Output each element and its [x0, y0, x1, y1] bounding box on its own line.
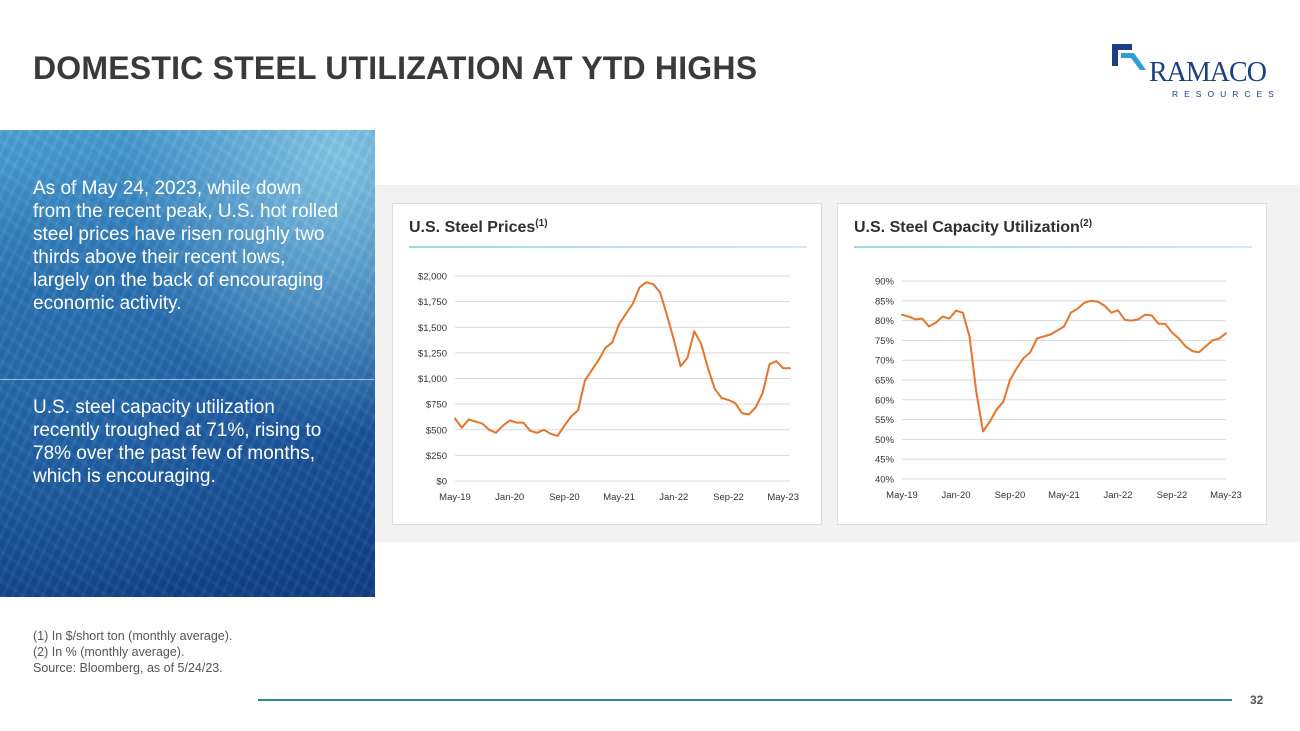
capacity-utilization-x-tick-label: May-23	[1210, 490, 1242, 501]
capacity-utilization-x-tick-label: Jan-20	[941, 490, 970, 501]
steel-prices-chart-title: U.S. Steel Prices(1)	[409, 218, 548, 237]
capacity-utilization-y-tick-label: 40%	[875, 475, 895, 486]
charts-area: U.S. Steel Prices(1) $0 $250 $500 $750 $1,00…	[375, 185, 1300, 542]
capacity-utilization-y-tick-label: 85%	[875, 296, 895, 307]
commentary-paragraph-prices: As of May 24, 2023, while down from the …	[33, 178, 339, 314]
panel-texture	[0, 130, 375, 597]
bottom-rule	[258, 699, 1232, 701]
capacity-utilization-y-tick-label: 55%	[875, 415, 895, 426]
chart-title-underline	[409, 246, 807, 248]
steel-prices-y-tick-label: $0	[436, 477, 447, 488]
chart-title-underline	[854, 246, 1252, 248]
steel-prices-x-tick-label: Jan-20	[495, 492, 524, 503]
commentary-paragraph-utilization: U.S. steel capacity utilization recently…	[33, 397, 322, 487]
steel-prices-x-tick-label: May-23	[767, 492, 799, 503]
capacity-utilization-chart-title: U.S. Steel Capacity Utilization(2)	[854, 218, 1092, 237]
logo-wordmark: RAMACO	[1149, 57, 1267, 88]
steel-prices-x-tick-label: Sep-20	[549, 492, 580, 503]
logo-subtitle: RESOURCES	[1172, 89, 1280, 99]
steel-prices-title-footnote: (1)	[535, 218, 548, 229]
steel-prices-x-tick-label: Jan-22	[659, 492, 688, 503]
ramaco-mark-icon	[1112, 44, 1146, 70]
capacity-utilization-title-text: U.S. Steel Capacity Utilization	[854, 219, 1080, 236]
steel-prices-y-tick-label: $2,000	[418, 272, 447, 283]
footnote-2: (2) In % (monthly average).	[33, 645, 185, 659]
capacity-utilization-y-tick-label: 50%	[875, 435, 895, 446]
steel-prices-y-tick-label: $1,250	[418, 348, 447, 359]
steel-prices-x-tick-label: May-21	[603, 492, 635, 503]
steel-prices-y-tick-label: $500	[426, 425, 447, 436]
capacity-utilization-y-tick-label: 70%	[875, 356, 895, 367]
footnote-source: Source: Bloomberg, as of 5/24/23.	[33, 661, 223, 675]
capacity-utilization-y-tick-label: 90%	[875, 277, 895, 288]
capacity-utilization-y-tick-label: 60%	[875, 395, 895, 406]
steel-prices-y-tick-label: $750	[426, 400, 447, 411]
capacity-utilization-x-tick-label: Sep-22	[1157, 490, 1188, 501]
steel-prices-chart-card: U.S. Steel Prices(1) $0 $250 $500 $750 $1,00…	[392, 203, 822, 525]
footnote-1: (1) In $/short ton (monthly average).	[33, 629, 233, 643]
steel-prices-title-text: U.S. Steel Prices	[409, 219, 536, 236]
capacity-utilization-x-tick-label: May-21	[1048, 490, 1080, 501]
capacity-utilization-x-tick-label: May-19	[886, 490, 918, 501]
steel-prices-x-tick-label: Sep-22	[713, 492, 744, 503]
steel-prices-y-tick-label: $250	[426, 451, 447, 462]
page-number: 32	[1250, 693, 1264, 707]
commentary-panel: As of May 24, 2023, while down from the …	[0, 130, 375, 597]
steel-prices-y-tick-label: $1,750	[418, 297, 447, 308]
capacity-utilization-title-footnote: (2)	[1079, 218, 1093, 229]
capacity-utilization-y-tick-label: 80%	[875, 316, 895, 327]
capacity-utilization-x-tick-label: Sep-20	[995, 490, 1026, 501]
capacity-utilization-y-tick-label: 75%	[875, 336, 895, 347]
steel-prices-chart: $0 $250 $500 $750 $1,000 $1,250 $1,500 $1,750 $2…	[418, 272, 799, 504]
page-title: DOMESTIC STEEL UTILIZATION AT YTD HIGHS	[33, 50, 758, 86]
capacity-utilization-chart-card: U.S. Steel Capacity Utilization(2) 40% 45…	[837, 203, 1267, 525]
capacity-utilization-x-tick-label: Jan-22	[1103, 490, 1132, 501]
panel-divider	[0, 379, 375, 380]
steel-prices-y-tick-label: $1,000	[418, 374, 447, 385]
capacity-utilization-series-line	[901, 299, 1227, 433]
company-logo: RAMACO RESOURCES	[1112, 44, 1274, 100]
steel-prices-y-tick-label: $1,500	[418, 323, 447, 334]
capacity-utilization-y-tick-label: 65%	[875, 376, 895, 387]
capacity-utilization-chart: 40% 45% 50% 55% 60% 65% 70% 75% 80% 85% 90% May-19 J…	[875, 277, 1242, 502]
steel-prices-x-tick-label: May-19	[439, 492, 471, 503]
capacity-utilization-y-tick-label: 45%	[875, 455, 895, 466]
steel-prices-series-line	[454, 281, 791, 437]
